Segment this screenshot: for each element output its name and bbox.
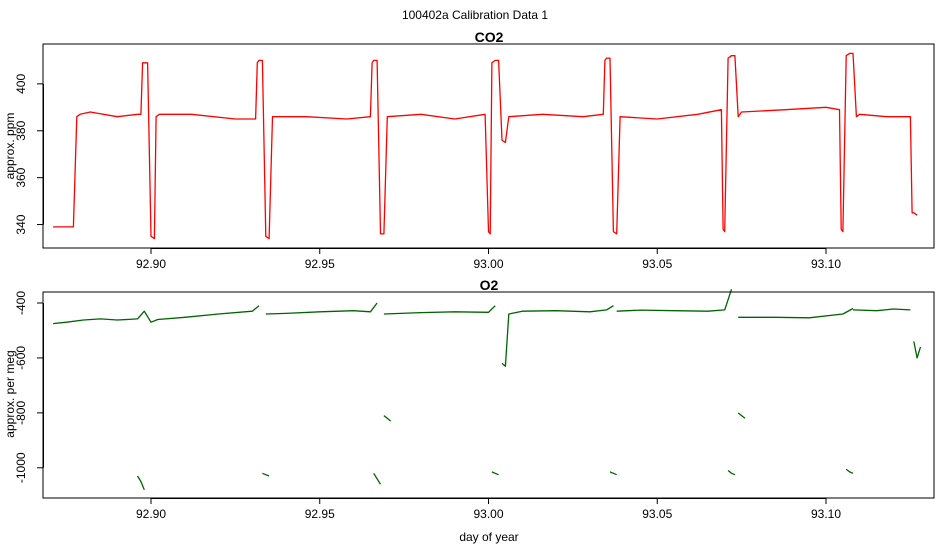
o2-series-line	[501, 305, 614, 367]
o2-series-line	[913, 341, 922, 359]
o2-series-line	[136, 475, 145, 491]
co2-title: CO2	[475, 29, 504, 45]
figure-title: 100402a Calibration Data 1	[402, 8, 548, 22]
co2-y-tick-label: 360	[14, 167, 28, 187]
co2-y-tick-label: 380	[14, 120, 28, 140]
co2-y-axis-label: approx. ppm	[3, 113, 17, 180]
o2-panel: O2 approx. per meg day of year 92.90 92.9…	[3, 277, 935, 544]
o2-y-tick-label: -400	[14, 291, 28, 315]
co2-panel: CO2 approx. ppm 92.90 92.95 93.00 93.05 93.1…	[3, 29, 935, 271]
o2-series-line	[609, 471, 617, 476]
co2-y-tick-label: 400	[14, 74, 28, 94]
o2-series-line	[53, 305, 260, 325]
co2-x-tick-label: 92.90	[136, 257, 166, 271]
o2-series-line	[383, 415, 392, 422]
o2-series-line	[727, 469, 736, 476]
o2-series-line	[265, 302, 378, 315]
o2-series-line	[262, 472, 270, 477]
o2-series-group	[53, 289, 922, 491]
o2-x-tick-label: 92.90	[136, 507, 166, 521]
o2-series-line	[852, 308, 911, 312]
o2-x-tick-label: 93.00	[473, 507, 503, 521]
o2-series-line	[491, 471, 499, 476]
o2-series-line	[738, 307, 854, 319]
co2-axes: 92.90 92.95 93.00 93.05 93.10 340 360 380 400	[14, 74, 841, 271]
co2-plot-frame	[42, 43, 935, 249]
o2-title: O2	[480, 277, 499, 293]
o2-axes: 92.90 92.95 93.00 93.05 93.10 -1000 -800 -600 -4…	[14, 291, 841, 521]
co2-x-tick-label: 92.95	[305, 257, 335, 271]
co2-x-tick-label: 93.00	[473, 257, 503, 271]
o2-series-line	[616, 289, 733, 312]
co2-series-group	[53, 52, 918, 240]
co2-series-line	[53, 52, 918, 240]
o2-x-tick-label: 92.95	[305, 507, 335, 521]
o2-series-line	[373, 472, 382, 485]
o2-x-axis-label: day of year	[459, 530, 518, 544]
o2-series-line	[737, 412, 746, 419]
co2-y-tick-label: 340	[14, 214, 28, 234]
o2-x-tick-label: 93.10	[811, 507, 841, 521]
co2-x-tick-label: 93.10	[811, 257, 841, 271]
o2-series-line	[845, 468, 854, 474]
o2-y-axis-label: approx. per meg	[3, 350, 17, 437]
o2-series-line	[383, 305, 496, 315]
o2-y-tick-label: -1000	[14, 452, 28, 483]
o2-x-tick-label: 93.05	[642, 507, 672, 521]
o2-y-tick-label: -600	[14, 346, 28, 370]
co2-x-tick-label: 93.05	[642, 257, 672, 271]
o2-plot-frame	[42, 291, 935, 499]
o2-y-tick-label: -800	[14, 401, 28, 425]
